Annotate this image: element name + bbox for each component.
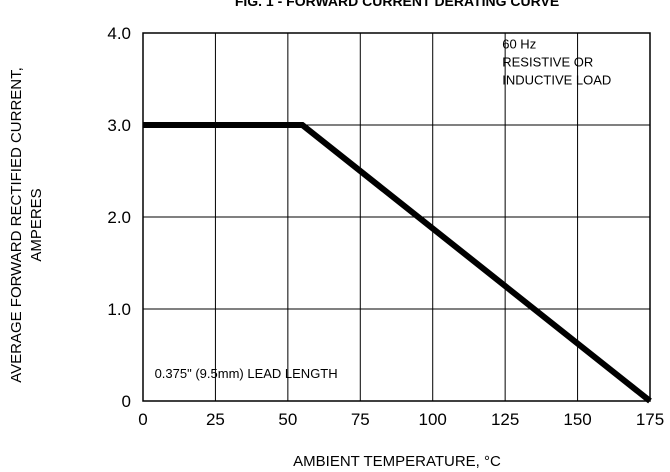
x-tick-label-0: 0 bbox=[138, 410, 147, 429]
y-tick-labels: 0 1.0 2.0 3.0 4.0 bbox=[107, 24, 131, 411]
annotation-0-line-0: 60 Hz bbox=[502, 37, 536, 52]
y-tick-label-1.0: 1.0 bbox=[107, 300, 131, 319]
x-tick-labels: 0 25 50 75 100 125 150 175 bbox=[138, 410, 664, 429]
annotation-1-line-0: 0.375" (9.5mm) LEAD LENGTH bbox=[155, 366, 338, 381]
annotation-0: 60 Hz RESISTIVE OR INDUCTIVE LOAD bbox=[502, 37, 611, 88]
annotation-0-line-1: RESISTIVE OR bbox=[502, 55, 593, 70]
y-tick-label-3.0: 3.0 bbox=[107, 116, 131, 135]
x-tick-label-125: 125 bbox=[491, 410, 519, 429]
y-tick-label-2.0: 2.0 bbox=[107, 208, 131, 227]
series-layer bbox=[142, 122, 652, 404]
x-tick-label-50: 50 bbox=[278, 410, 297, 429]
x-axis-label: AMBIENT TEMPERATURE, °C bbox=[293, 453, 501, 470]
y-tick-label-0: 0 bbox=[122, 392, 131, 411]
y-tick-label-4.0: 4.0 bbox=[107, 24, 131, 43]
x-tick-label-75: 75 bbox=[351, 410, 370, 429]
grid bbox=[142, 32, 651, 402]
x-tick-label-25: 25 bbox=[206, 410, 225, 429]
chart-title: FIG. 1 - FORWARD CURRENT DERATING CURVE bbox=[235, 0, 559, 9]
y-axis-label-line-1: AVERAGE FORWARD RECTIFIED CURRENT, bbox=[8, 67, 25, 383]
y-axis-label: AVERAGE FORWARD RECTIFIED CURRENT, AMPER… bbox=[8, 67, 45, 383]
series-line-0 bbox=[143, 122, 652, 404]
annotation-1: 0.375" (9.5mm) LEAD LENGTH bbox=[155, 366, 338, 381]
x-tick-label-150: 150 bbox=[563, 410, 591, 429]
plot-area bbox=[142, 32, 651, 402]
annotations: 60 Hz RESISTIVE OR INDUCTIVE LOAD 0.375" (9… bbox=[155, 37, 612, 381]
x-tick-label-100: 100 bbox=[419, 410, 447, 429]
annotation-0-line-2: INDUCTIVE LOAD bbox=[502, 73, 611, 88]
y-axis-label-line-2: AMPERES bbox=[28, 188, 45, 261]
x-tick-label-175: 175 bbox=[636, 410, 664, 429]
